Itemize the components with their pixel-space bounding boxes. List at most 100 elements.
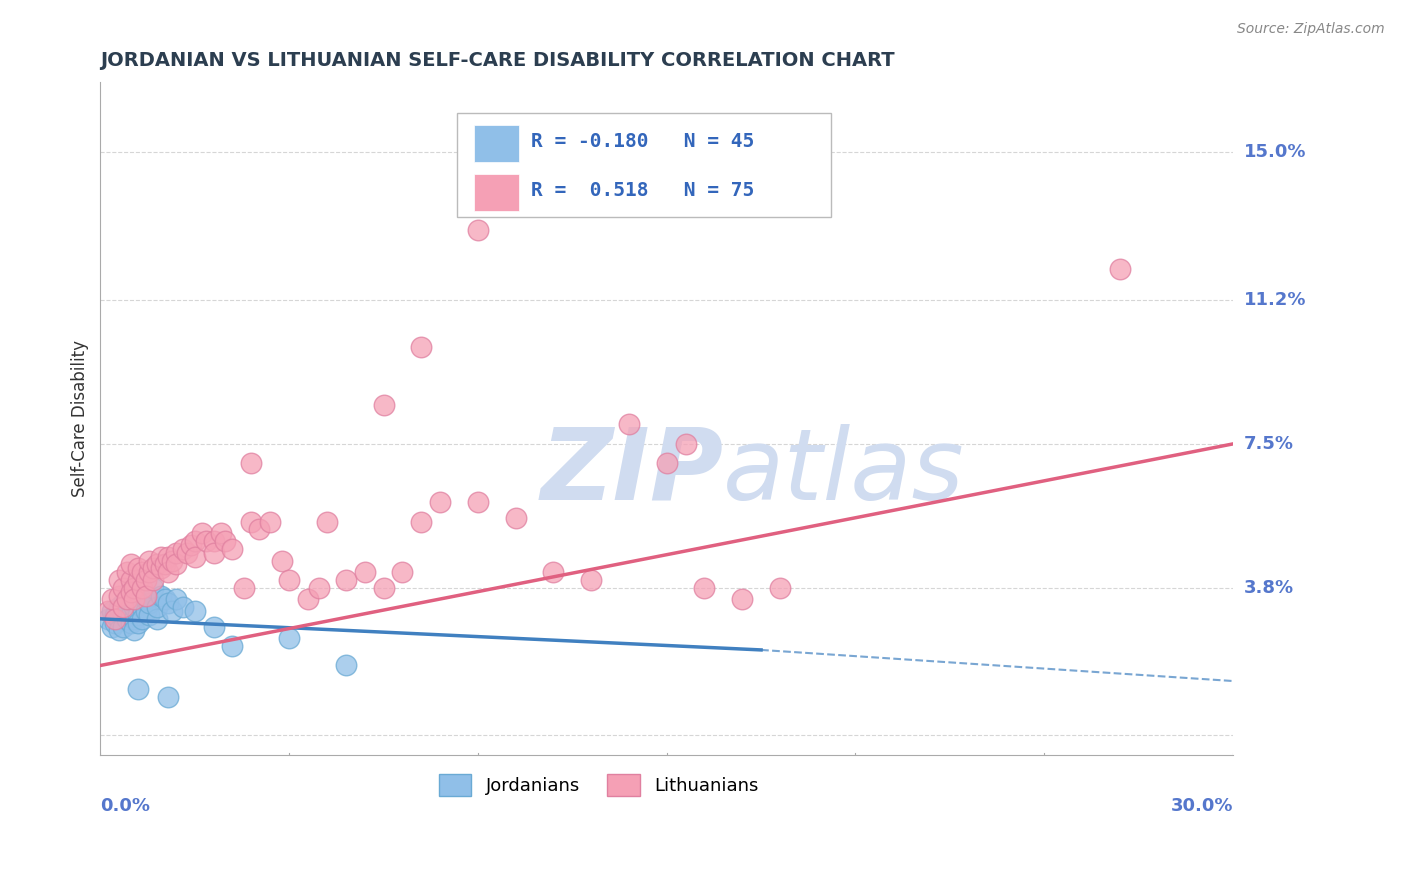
Point [100, 592, 122, 607]
Point [127, 607, 149, 622]
Point [124, 624, 146, 638]
Point [335, 658, 357, 673]
Point [160, 553, 183, 567]
Point [142, 561, 165, 575]
Point [221, 541, 243, 556]
Point [769, 581, 792, 595]
Point [1108, 262, 1130, 277]
Point [172, 541, 194, 556]
Point [373, 581, 395, 595]
Point [221, 639, 243, 653]
Text: R = -0.180   N = 45: R = -0.180 N = 45 [531, 132, 754, 152]
Point [195, 534, 218, 549]
Point [108, 600, 131, 615]
Point [505, 510, 527, 524]
Point [104, 612, 127, 626]
Point [138, 596, 160, 610]
Point [153, 558, 176, 572]
Point [731, 592, 754, 607]
Point [202, 534, 225, 549]
Point [411, 340, 433, 354]
Point [135, 573, 157, 587]
Point [131, 600, 153, 615]
Point [135, 604, 157, 618]
Point [278, 573, 301, 587]
Point [97, 612, 120, 626]
Point [115, 612, 138, 626]
Point [127, 573, 149, 587]
Point [353, 565, 375, 579]
Point [391, 565, 413, 579]
Point [120, 584, 142, 599]
Point [172, 600, 194, 615]
Point [160, 604, 183, 618]
Point [655, 456, 678, 470]
Point [124, 581, 146, 595]
Text: R =  0.518   N = 75: R = 0.518 N = 75 [531, 181, 754, 201]
Point [115, 604, 138, 618]
Point [297, 592, 319, 607]
Point [617, 417, 640, 432]
Point [131, 612, 153, 626]
Point [135, 589, 157, 603]
Point [278, 632, 301, 646]
Point [209, 526, 232, 541]
Point [100, 619, 122, 633]
Bar [474, 125, 519, 162]
Point [232, 581, 254, 595]
Point [214, 534, 236, 549]
Point [184, 549, 207, 564]
Point [467, 495, 489, 509]
Point [131, 565, 153, 579]
Point [675, 437, 697, 451]
Point [104, 607, 127, 622]
Point [149, 549, 172, 564]
Point [131, 581, 153, 595]
Point [184, 534, 207, 549]
Point [165, 558, 187, 572]
Point [315, 515, 337, 529]
Point [373, 398, 395, 412]
Point [138, 607, 160, 622]
Point [124, 600, 146, 615]
Point [127, 573, 149, 587]
Point [146, 558, 169, 572]
Point [543, 565, 565, 579]
Point [259, 515, 281, 529]
Point [467, 223, 489, 237]
Point [157, 596, 180, 610]
Point [270, 553, 292, 567]
Point [124, 592, 146, 607]
Point [108, 589, 131, 603]
Point [127, 615, 149, 630]
Point [111, 607, 134, 622]
Point [108, 612, 131, 626]
Point [693, 581, 716, 595]
Legend: Jordanians, Lithuanians: Jordanians, Lithuanians [432, 766, 766, 803]
Point [115, 592, 138, 607]
Text: 7.5%: 7.5% [1244, 435, 1294, 453]
Point [202, 546, 225, 560]
Point [115, 592, 138, 607]
Text: 0.0%: 0.0% [100, 797, 150, 814]
Point [411, 515, 433, 529]
Point [111, 581, 134, 595]
Text: ZIP: ZIP [540, 424, 723, 521]
Point [124, 612, 146, 626]
Point [202, 619, 225, 633]
Point [108, 624, 131, 638]
Y-axis label: Self-Care Disability: Self-Care Disability [72, 340, 89, 497]
Point [127, 561, 149, 575]
Text: 3.8%: 3.8% [1244, 579, 1295, 597]
Point [240, 456, 263, 470]
Point [153, 592, 176, 607]
Point [97, 604, 120, 618]
Text: 15.0%: 15.0% [1244, 144, 1306, 161]
Point [135, 592, 157, 607]
Point [104, 615, 127, 630]
Point [146, 600, 169, 615]
Point [138, 565, 160, 579]
Point [108, 573, 131, 587]
Point [120, 558, 142, 572]
Point [142, 573, 165, 587]
